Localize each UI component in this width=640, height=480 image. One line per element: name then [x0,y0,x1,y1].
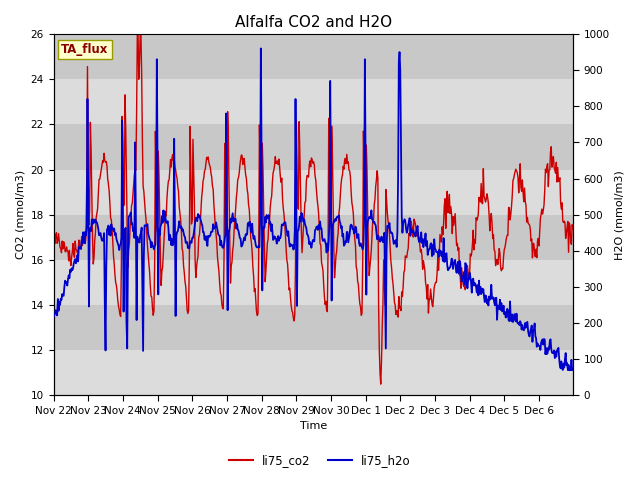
Bar [54,350,573,396]
Bar [54,124,573,169]
Legend: li75_co2, li75_h2o: li75_co2, li75_h2o [224,449,416,472]
Y-axis label: CO2 (mmol/m3): CO2 (mmol/m3) [15,170,25,259]
Bar [54,305,573,350]
Title: Alfalfa CO2 and H2O: Alfalfa CO2 and H2O [235,15,392,30]
Bar [54,34,573,79]
Text: TA_flux: TA_flux [61,43,109,56]
Bar [54,260,573,305]
Bar [54,169,573,215]
X-axis label: Time: Time [300,421,327,432]
Bar [54,215,573,260]
Y-axis label: H2O (mmol/m3): H2O (mmol/m3) [615,170,625,260]
Bar [54,79,573,124]
